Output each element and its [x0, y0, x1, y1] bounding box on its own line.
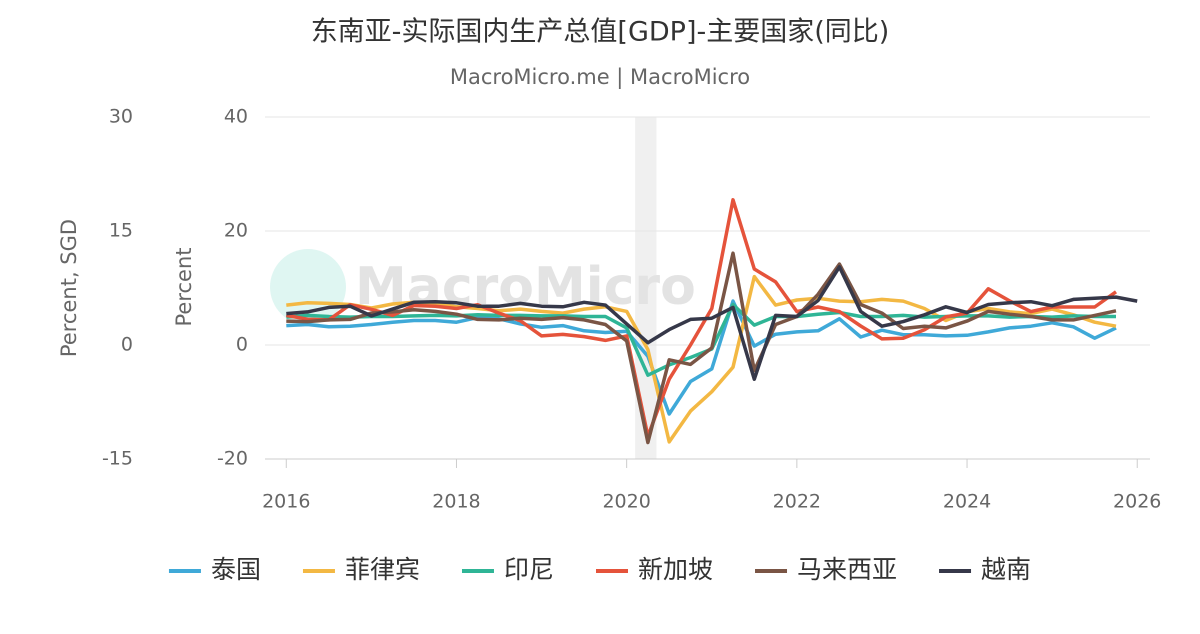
y2-tick-label: 0: [121, 334, 133, 356]
legend-label: 马来西亚: [797, 555, 897, 584]
watermark-logo: [270, 249, 346, 325]
x-tick-label: 2020: [602, 491, 650, 513]
series-line: [285, 198, 1118, 438]
y-tick-label: 0: [236, 334, 248, 356]
y-tick-label: -20: [217, 448, 248, 470]
legend: 泰国 菲律宾 印尼 新加坡 马来西亚 越南: [168, 555, 1031, 584]
series-line: [286, 302, 1116, 377]
series-line: [286, 251, 1117, 445]
x-tick-label: 2018: [432, 491, 480, 513]
series-line: [286, 274, 1117, 444]
x-tick-label: 2016: [262, 491, 310, 513]
y-tick-label: 20: [224, 220, 248, 242]
x-tick-label: 2026: [1113, 491, 1161, 513]
legend-label: 菲律宾: [345, 555, 420, 584]
legend-label: 越南: [981, 555, 1031, 584]
legend-label: 泰国: [211, 555, 261, 584]
chart-subtitle: MacroMicro.me | MacroMicro: [450, 65, 750, 90]
chart-title: 东南亚-实际国内生产总值[GDP]-主要国家(同比): [311, 17, 890, 48]
x-tick-label: 2022: [773, 491, 821, 513]
y2-tick-label: 30: [109, 106, 133, 128]
series-line: [286, 299, 1117, 416]
x-tick-label: 2024: [943, 491, 991, 513]
y-axis-title: Percent: [172, 247, 196, 326]
legend-label: 印尼: [504, 555, 554, 584]
y2-tick-label: -15: [102, 448, 133, 470]
legend-label: 新加坡: [638, 555, 713, 584]
y2-axis-title: Percent, SGD: [57, 219, 81, 357]
y-tick-label: 40: [224, 106, 248, 128]
y2-tick-label: 15: [109, 220, 133, 242]
series-line: [286, 265, 1138, 381]
